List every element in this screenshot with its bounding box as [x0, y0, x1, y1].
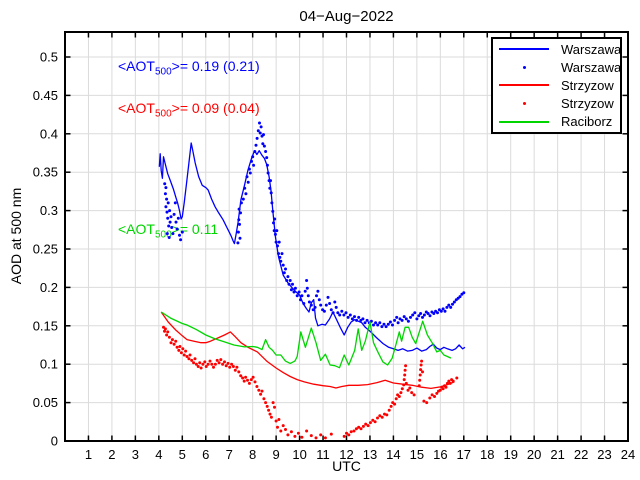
annotation-text: >= 0.09 (0.04)	[171, 100, 260, 116]
y-tick-label: 0.5	[40, 50, 58, 65]
x-tick-label: 19	[503, 447, 517, 462]
x-tick-label: 13	[363, 447, 377, 462]
x-tick-label: 15	[410, 447, 424, 462]
x-tick-label: 12	[339, 447, 353, 462]
chart-title: 04−Aug−2022	[299, 8, 394, 25]
y-tick-label: 0.4	[40, 126, 58, 141]
annotation-text: >= 0.11	[171, 221, 219, 237]
annotation-text: <AOT	[118, 221, 155, 237]
legend-entry-strzyzow-dot: Strzyzow	[493, 95, 620, 113]
annotation-text: <AOT	[118, 100, 155, 116]
dot-swatch	[522, 102, 526, 106]
legend-entry-strzyzow-line: Strzyzow	[493, 76, 620, 94]
x-tick-label: 7	[226, 447, 233, 462]
legend-line-symbol	[493, 120, 555, 123]
line-swatch	[499, 84, 549, 87]
legend-line-symbol	[493, 48, 555, 51]
x-tick-label: 1	[85, 447, 92, 462]
y-tick-label: 0.25	[33, 242, 58, 257]
line-swatch	[499, 48, 549, 51]
y-tick-label: 0.2	[40, 280, 58, 295]
legend-entry-warszawa-dot: Warszawa	[493, 58, 622, 76]
x-tick-label: 18	[480, 447, 494, 462]
y-tick-label: 0.45	[33, 88, 58, 103]
y-tick-label: 0.15	[33, 318, 58, 333]
x-tick-label: 9	[273, 447, 280, 462]
legend-dot-symbol	[493, 65, 555, 69]
annotation-text: >= 0.19 (0.21)	[171, 58, 260, 74]
annotation-subscript: 500	[154, 66, 172, 78]
y-tick-label: 0.05	[33, 395, 58, 410]
x-tick-label: 20	[527, 447, 541, 462]
aot-annotation-warszawa: <AOT500>= 0.19 (0.21)	[118, 58, 260, 78]
legend-line-symbol	[493, 84, 555, 87]
x-tick-label: 5	[179, 447, 186, 462]
aot-annotation-strzyzow: <AOT500>= 0.09 (0.04)	[118, 100, 260, 120]
x-tick-label: 8	[249, 447, 256, 462]
legend-label: Strzyzow	[561, 96, 614, 112]
y-axis-label: AOD at 500 nm	[8, 187, 24, 285]
x-tick-label: 14	[386, 447, 400, 462]
x-tick-label: 16	[433, 447, 447, 462]
legend-label: Warszawa	[561, 59, 622, 75]
x-tick-label: 10	[292, 447, 306, 462]
x-tick-label: 4	[155, 447, 162, 462]
legend-entry-raciborz-line: Raciborz	[493, 113, 620, 131]
aot-annotation-raciborz: <AOT500>= 0.11	[118, 221, 218, 241]
y-tick-label: 0.3	[40, 203, 58, 218]
x-tick-label: 21	[550, 447, 564, 462]
annotation-text: <AOT	[118, 58, 155, 74]
x-tick-label: 11	[316, 447, 330, 462]
y-tick-label: 0.35	[33, 165, 58, 180]
x-axis-label: UTC	[332, 458, 361, 474]
x-tick-label: 2	[108, 447, 115, 462]
x-tick-label: 22	[574, 447, 588, 462]
x-tick-label: 17	[457, 447, 471, 462]
legend-label: Warszawa	[561, 41, 622, 57]
y-tick-label: 0.1	[40, 357, 58, 372]
legend-entry-warszawa-line: Warszawa	[493, 40, 622, 58]
annotation-subscript: 500	[154, 229, 172, 241]
line-swatch	[499, 120, 549, 123]
x-tick-label: 3	[132, 447, 139, 462]
x-tick-label: 23	[597, 447, 611, 462]
legend: Warszawa Warszawa Strzyzow Strzyzow Raciborz	[491, 37, 622, 134]
x-tick-label: 24	[621, 447, 635, 462]
legend-label: Strzyzow	[561, 77, 614, 93]
legend-label: Raciborz	[561, 114, 613, 130]
y-tick-label: 0	[51, 434, 58, 449]
dot-swatch	[522, 65, 526, 69]
annotation-subscript: 500	[154, 108, 172, 120]
x-tick-label: 6	[202, 447, 209, 462]
legend-dot-symbol	[493, 102, 555, 106]
